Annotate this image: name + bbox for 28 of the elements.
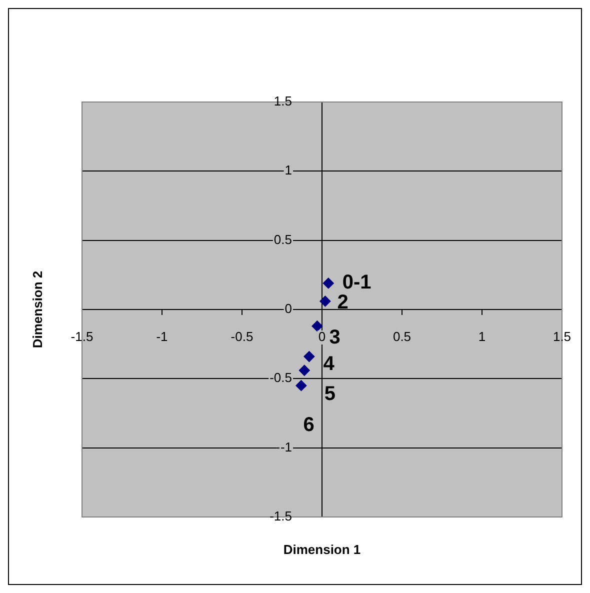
- y-tick-label: 0: [284, 301, 292, 316]
- x-tick-label: 1: [478, 329, 486, 344]
- annotation: 3: [329, 326, 340, 349]
- y-tick-label: -1.5: [270, 508, 292, 524]
- x-tick-label: 0.5: [392, 329, 412, 344]
- point: [312, 320, 323, 332]
- x-tick-label: 0: [318, 329, 326, 344]
- x-axis-title: Dimension 1: [283, 542, 361, 557]
- y-tick-label: 1: [284, 162, 292, 178]
- y-tick-label: 0.5: [274, 232, 292, 247]
- annotation: 2: [337, 292, 348, 314]
- point: [298, 364, 310, 376]
- annotation: 5: [324, 382, 336, 405]
- point: [296, 380, 307, 392]
- x-tick-label: -1.5: [70, 329, 94, 344]
- x-tick-label: -1: [156, 329, 168, 344]
- annotation: 0-1: [342, 272, 372, 294]
- x-tick-label: 1.5: [552, 329, 572, 344]
- x-tick-label: -0.5: [230, 329, 254, 344]
- y-tick-label: 1.5: [274, 94, 292, 109]
- point: [304, 351, 315, 362]
- point: [322, 278, 334, 289]
- annotation: 6: [303, 414, 314, 436]
- y-axis-title: Dimension 2: [30, 270, 45, 348]
- annotation: 4: [323, 353, 336, 376]
- point: [320, 296, 331, 307]
- y-tick-label: -0.5: [270, 370, 292, 386]
- y-tick-label: -1: [280, 439, 292, 454]
